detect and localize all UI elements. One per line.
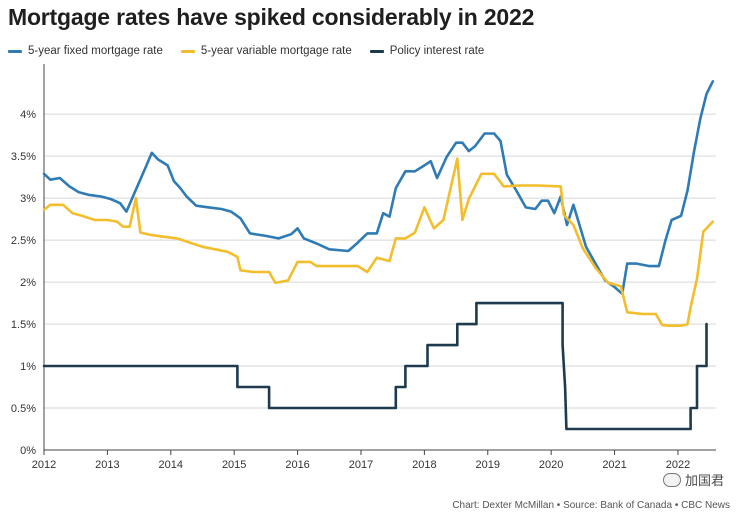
x-tick-label: 2016 — [285, 459, 309, 471]
legend-label-policy: Policy interest rate — [389, 45, 485, 57]
x-tick-label: 2021 — [602, 459, 626, 471]
series-line-fixed — [42, 80, 715, 296]
x-tick-label: 2020 — [539, 459, 563, 471]
legend-label-variable: 5-year variable mortgage rate — [200, 45, 352, 57]
y-tick-label: 4% — [20, 109, 36, 121]
legend-item-policy[interactable]: Policy interest rate — [369, 45, 485, 57]
y-tick-label: 2% — [20, 277, 36, 289]
y-tick-label: 1.5% — [11, 319, 36, 331]
page-title: Mortgage rates have spiked considerably … — [8, 4, 535, 30]
y-tick-label: 1% — [20, 361, 36, 373]
chart-credit: Chart: Dexter McMillan • Source: Bank of… — [452, 500, 730, 511]
x-tick-label: 2022 — [666, 459, 690, 471]
y-tick-label: 3.5% — [11, 151, 36, 163]
x-tick-label: 2018 — [412, 459, 436, 471]
x-tick-label: 2014 — [159, 459, 183, 471]
x-tick-label: 2017 — [349, 459, 373, 471]
y-tick-label: 0.5% — [11, 403, 36, 415]
y-tick-label: 2.5% — [11, 235, 36, 247]
chart-legend: 5-year fixed mortgage rate 5-year variab… — [8, 45, 484, 57]
x-tick-label: 2019 — [476, 459, 500, 471]
watermark-text: 加国君 — [684, 473, 724, 488]
legend-item-variable[interactable]: 5-year variable mortgage rate — [180, 45, 352, 57]
x-tick-label: 2013 — [95, 459, 119, 471]
wechat-icon — [662, 472, 681, 487]
y-tick-label: 0% — [20, 445, 36, 457]
legend-swatch-fixed — [8, 49, 22, 53]
legend-label-fixed: 5-year fixed mortgage rate — [28, 45, 163, 57]
y-tick-label: 3% — [20, 193, 36, 205]
legend-item-fixed[interactable]: 5-year fixed mortgage rate — [8, 45, 163, 57]
watermark: 加国君 — [662, 470, 724, 489]
series-line-variable — [42, 157, 715, 327]
x-tick-label: 2012 — [32, 459, 56, 471]
series-line-policy — [42, 301, 708, 431]
legend-swatch-policy — [369, 49, 384, 53]
x-tick-label: 2015 — [222, 459, 246, 471]
legend-swatch-variable — [180, 49, 195, 53]
